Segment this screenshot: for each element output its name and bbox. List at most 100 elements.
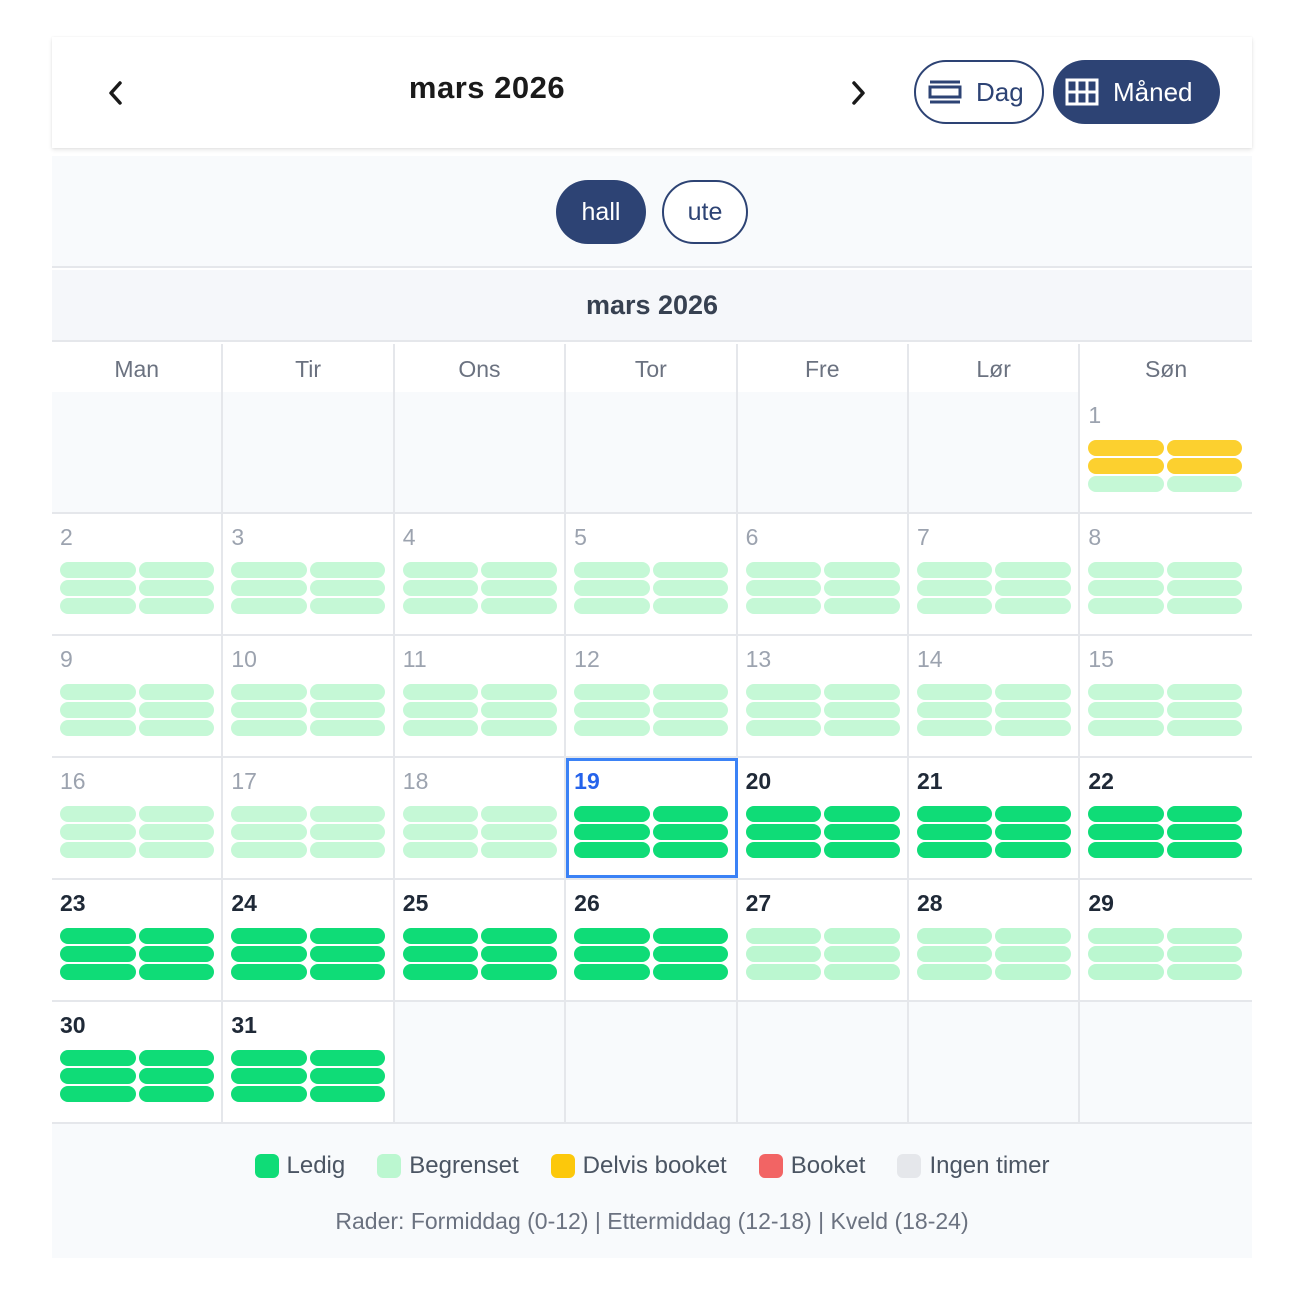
day-number: 13	[745, 646, 772, 672]
legend-item-ingen: Ingen timer	[897, 1152, 1050, 1180]
availability-slots	[60, 1050, 214, 1104]
slot-row	[1088, 964, 1243, 980]
day-cell-4[interactable]: 4	[394, 514, 567, 634]
availability-slots	[1088, 684, 1243, 738]
day-cell-30[interactable]: 30	[52, 1002, 224, 1122]
day-cell-18[interactable]: 18	[394, 758, 567, 878]
slot-ledig	[824, 842, 900, 858]
slot-row	[402, 946, 557, 962]
slot-ledig	[1166, 842, 1243, 858]
slot-row	[402, 598, 557, 614]
day-cell-2[interactable]: 2	[52, 514, 224, 634]
legend-swatch	[377, 1154, 402, 1178]
day-cell-1[interactable]: 1	[1080, 392, 1252, 512]
legend-row-explanation: Rader: Formiddag (0-12) | Ettermiddag (1…	[335, 1208, 969, 1234]
slot-begrenset	[1088, 684, 1164, 700]
day-cell-26[interactable]: 26	[566, 880, 738, 1000]
day-cell-3[interactable]: 3	[223, 514, 395, 634]
slot-begrenset	[309, 562, 386, 578]
availability-slots	[402, 684, 557, 738]
slot-ledig	[231, 1068, 307, 1084]
slot-begrenset	[995, 946, 1071, 962]
day-cell-23[interactable]: 23	[52, 880, 224, 1000]
previous-month-button[interactable]	[96, 73, 136, 113]
day-cell-7[interactable]: 7	[908, 514, 1081, 634]
slot-row	[60, 720, 214, 736]
day-cell-13[interactable]: 13	[737, 636, 909, 756]
day-cell-20[interactable]: 20	[737, 758, 909, 878]
slot-begrenset	[824, 598, 900, 614]
slot-ledig	[824, 824, 900, 840]
day-number: 5	[574, 524, 587, 550]
day-cell-27[interactable]: 27	[737, 880, 909, 1000]
slot-ledig	[745, 824, 822, 840]
filter-chip-hall[interactable]: hall	[556, 180, 646, 244]
slot-ledig	[231, 1050, 307, 1066]
day-cell-29[interactable]: 29	[1080, 880, 1252, 1000]
slot-row	[1088, 720, 1243, 736]
slot-ledig	[574, 928, 650, 944]
day-cell-21[interactable]: 21	[908, 758, 1081, 878]
slot-row	[1088, 928, 1243, 944]
day-cell-25[interactable]: 25	[394, 880, 567, 1000]
slot-begrenset	[60, 720, 136, 736]
day-cell-12[interactable]: 12	[566, 636, 738, 756]
slot-ledig	[231, 1086, 307, 1102]
slot-row	[402, 562, 557, 578]
slot-begrenset	[60, 598, 136, 614]
day-cell-6[interactable]: 6	[737, 514, 909, 634]
slot-row	[574, 598, 729, 614]
slot-ledig	[60, 1050, 136, 1066]
slot-row	[745, 946, 900, 962]
slot-begrenset	[1088, 562, 1164, 578]
slot-begrenset	[916, 720, 993, 736]
slot-row	[745, 964, 900, 980]
slot-begrenset	[481, 580, 557, 596]
day-cell-11[interactable]: 11	[394, 636, 567, 756]
slot-row	[60, 806, 214, 822]
day-view-button[interactable]: Dag	[914, 60, 1044, 124]
day-number: 21	[916, 768, 943, 794]
slot-begrenset	[824, 702, 900, 718]
slot-begrenset	[138, 842, 214, 858]
slot-begrenset	[574, 580, 650, 596]
slot-begrenset	[1166, 580, 1243, 596]
slot-ledig	[309, 946, 386, 962]
slot-begrenset	[60, 562, 136, 578]
day-cell-17[interactable]: 17	[223, 758, 395, 878]
day-cell-22[interactable]: 22	[1080, 758, 1252, 878]
slot-row	[231, 842, 386, 858]
slot-begrenset	[481, 684, 557, 700]
slot-begrenset	[652, 562, 729, 578]
slot-row	[402, 580, 557, 596]
day-cell-14[interactable]: 14	[908, 636, 1081, 756]
filter-chip-ute[interactable]: ute	[662, 180, 748, 244]
day-cell-31[interactable]: 31	[223, 1002, 395, 1122]
slot-row	[60, 824, 214, 840]
day-cell-15[interactable]: 15	[1080, 636, 1252, 756]
day-cell-8[interactable]: 8	[1080, 514, 1252, 634]
day-cell-16[interactable]: 16	[52, 758, 224, 878]
day-number: 26	[574, 890, 600, 916]
availability-slots	[916, 928, 1071, 982]
day-cell-28[interactable]: 28	[908, 880, 1081, 1000]
slot-begrenset	[309, 720, 386, 736]
availability-slots	[402, 562, 557, 616]
slot-row	[916, 824, 1071, 840]
day-number: 2	[60, 524, 73, 550]
day-number: 28	[916, 890, 943, 916]
slot-row	[574, 964, 729, 980]
calendar-week-row: 23 24 25 26 27 28 29	[52, 878, 1252, 1000]
day-cell-19[interactable]: 19	[566, 758, 738, 878]
slot-row	[1088, 562, 1243, 578]
day-cell-5[interactable]: 5	[566, 514, 738, 634]
month-view-button[interactable]: Måned	[1053, 60, 1220, 124]
day-cell-10[interactable]: 10	[223, 636, 395, 756]
slot-ledig	[481, 928, 557, 944]
day-cell-24[interactable]: 24	[223, 880, 395, 1000]
day-cell-9[interactable]: 9	[52, 636, 224, 756]
slot-begrenset	[916, 964, 993, 980]
next-month-button[interactable]	[838, 73, 878, 113]
weekday-header: Tor	[566, 344, 738, 392]
slot-begrenset	[1166, 598, 1243, 614]
